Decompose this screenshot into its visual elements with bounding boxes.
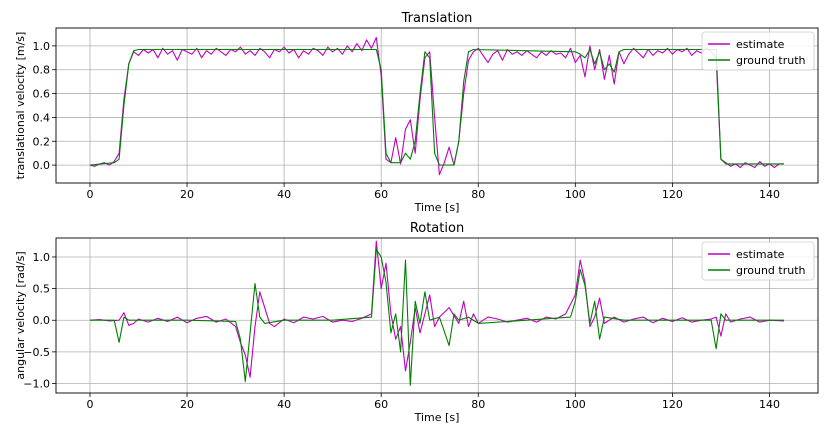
series-line-estimate <box>89 36 784 176</box>
x-tick-label: 120 <box>662 188 683 201</box>
y-tick-label: −0.5 <box>23 346 50 359</box>
chart-panel-2: 0 20 40 60 80 100 120 140 −1.0 −0.5 0.0 0.5 1.0 Rotat… <box>14 221 819 424</box>
legend-label: estimate <box>736 248 785 261</box>
y-tick-label: 1.0 <box>33 40 51 53</box>
y-tick-label: 0.5 <box>33 283 51 296</box>
x-tick-label: 40 <box>277 188 291 201</box>
x-tick-label: 80 <box>471 188 485 201</box>
x-tick-label: 80 <box>471 398 485 411</box>
x-axis-label: Time [s] <box>414 411 460 424</box>
y-tick-label: 0.0 <box>33 314 51 327</box>
x-tick-label: 20 <box>180 188 194 201</box>
y-tick-label: 0.8 <box>33 64 51 77</box>
x-tick-label: 60 <box>374 398 388 411</box>
y-tick-label: 1.0 <box>33 251 51 264</box>
x-tick-label: 120 <box>662 398 683 411</box>
y-axis-label: angular velocity [rad/s] <box>14 251 27 379</box>
chart-panel-1: 0 20 40 60 80 100 120 140 0.0 0.2 0.4 0.6 0.8 1.0 Tran… <box>14 11 819 214</box>
y-tick-label: −1.0 <box>23 378 50 391</box>
x-tick-label: 100 <box>565 398 586 411</box>
x-tick-label: 140 <box>759 188 780 201</box>
x-tick-label: 20 <box>180 398 194 411</box>
y-axis-label: translational velocity [m/s] <box>14 32 27 180</box>
legend: estimate ground truth <box>701 31 815 71</box>
x-tick-label: 140 <box>759 398 780 411</box>
x-tick-label: 60 <box>374 188 388 201</box>
series-line-ground-truth <box>90 248 784 386</box>
x-tick-label: 0 <box>86 398 93 411</box>
axes-frame <box>55 27 819 184</box>
y-tick-label: 0.0 <box>33 159 51 172</box>
x-tick-label: 0 <box>86 188 93 201</box>
y-tick-label: 0.4 <box>33 111 51 124</box>
series-line-estimate <box>89 240 785 378</box>
legend: estimate ground truth <box>701 241 815 281</box>
y-tick-label: 0.2 <box>33 135 51 148</box>
legend-label: ground truth <box>736 264 806 277</box>
chart-title: Translation <box>401 11 473 26</box>
chart-title: Rotation <box>410 221 464 236</box>
legend-label: ground truth <box>736 54 806 67</box>
x-tick-label: 40 <box>277 398 291 411</box>
x-tick-label: 100 <box>565 188 586 201</box>
x-axis-label: Time [s] <box>414 201 460 214</box>
series-line-ground-truth <box>89 48 784 166</box>
legend-label: estimate <box>736 38 785 51</box>
y-tick-label: 0.6 <box>33 88 51 101</box>
axes-frame <box>55 237 819 394</box>
